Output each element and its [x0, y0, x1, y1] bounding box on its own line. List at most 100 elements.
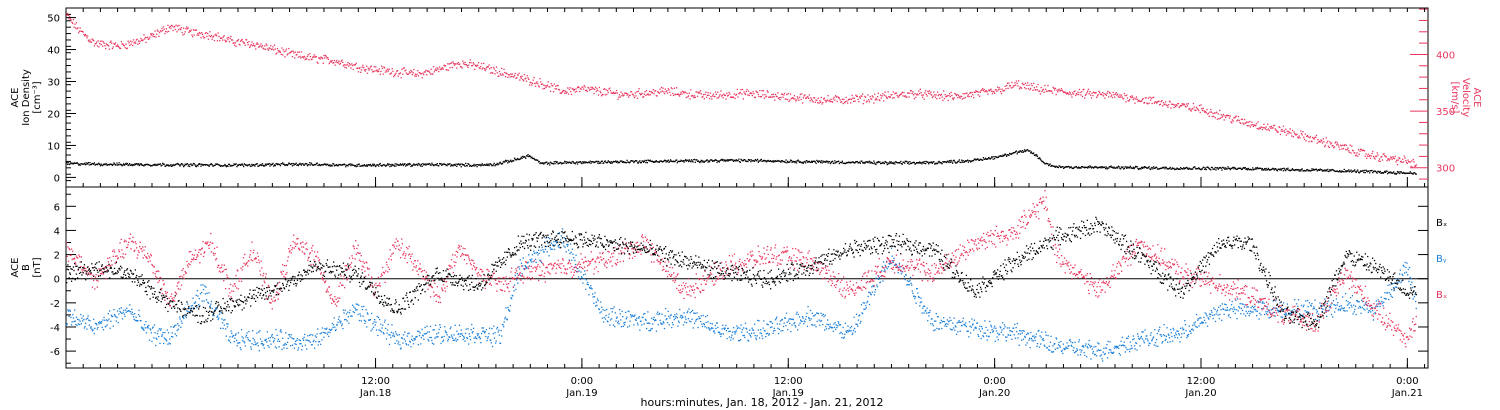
- density-series-point: [962, 160, 964, 162]
- density-series-point: [1221, 169, 1223, 171]
- density-series-point: [1034, 154, 1036, 156]
- velocity-series-point: [1315, 136, 1317, 138]
- velocity-series-point: [662, 87, 664, 89]
- velocity-series-point: [1147, 97, 1150, 99]
- velocity-series-point: [710, 96, 712, 98]
- density-series-point: [1320, 169, 1322, 171]
- by-series-point: [669, 317, 671, 319]
- velocity-series-point: [349, 64, 351, 66]
- by-series-point: [610, 307, 612, 310]
- velocity-series-point: [467, 66, 469, 69]
- density-series-point: [1308, 169, 1310, 171]
- density-series-point: [519, 158, 521, 160]
- by-series-point: [662, 321, 664, 323]
- velocity-series-point: [1003, 90, 1005, 92]
- velocity-series-point: [1039, 93, 1042, 95]
- density-series-point: [943, 161, 945, 163]
- velocity-series-point: [1152, 96, 1154, 99]
- velocity-series-point: [1321, 140, 1323, 142]
- velocity-series-point: [124, 47, 126, 49]
- density-series-point: [460, 166, 462, 168]
- velocity-series-point: [370, 65, 372, 67]
- density-series-point: [735, 160, 737, 162]
- velocity-series-point: [756, 91, 758, 93]
- density-series-point: [715, 159, 717, 161]
- density-series-point: [1384, 171, 1387, 173]
- density-series-point: [604, 160, 606, 162]
- velocity-series-point: [1081, 91, 1083, 93]
- density-series-point: [1028, 150, 1030, 152]
- velocity-series-point: [139, 40, 141, 42]
- velocity-series-point: [884, 91, 886, 93]
- velocity-series-point: [219, 37, 222, 39]
- by-series-point: [116, 310, 119, 312]
- density-series-point: [1135, 165, 1137, 168]
- by-series-point: [535, 261, 537, 263]
- density-series-point: [780, 160, 783, 162]
- velocity-series-point: [556, 84, 558, 87]
- by-series-point: [239, 341, 241, 344]
- velocity-series-point: [907, 92, 909, 94]
- by-series-point: [336, 324, 338, 326]
- density-series-point: [1204, 167, 1207, 169]
- by-series-point: [253, 339, 256, 341]
- velocity-series-point: [900, 93, 902, 95]
- velocity-series-point: [375, 69, 378, 71]
- density-series-point: [264, 163, 267, 165]
- density-series-point: [414, 164, 416, 166]
- velocity-series-point: [887, 91, 889, 93]
- velocity-series-point: [1166, 104, 1168, 107]
- velocity-series-point: [1292, 136, 1294, 138]
- velocity-series-point: [289, 51, 291, 54]
- density-series-point: [1159, 167, 1162, 170]
- velocity-series-point: [429, 71, 431, 73]
- velocity-series-point: [1240, 118, 1243, 121]
- velocity-series-point: [510, 75, 513, 78]
- density-series-point: [195, 165, 198, 168]
- density-series-point: [902, 161, 904, 163]
- density-series-point: [246, 164, 248, 166]
- velocity-series-point: [996, 90, 998, 92]
- density-series-point: [183, 165, 185, 168]
- density-series-point: [291, 163, 293, 165]
- density-series-point: [360, 165, 362, 167]
- velocity-series-point: [171, 25, 174, 27]
- density-series-point: [701, 161, 703, 163]
- velocity-series-point: [1387, 158, 1390, 160]
- density-series-point: [1155, 166, 1157, 168]
- by-series-point: [462, 338, 464, 341]
- by-series-point: [429, 325, 432, 328]
- density-series-point: [696, 159, 698, 161]
- density-series-point: [1327, 170, 1330, 173]
- velocity-series-point: [263, 48, 265, 50]
- by-series-point: [193, 307, 195, 309]
- velocity-series-point: [221, 37, 223, 39]
- density-series-point: [141, 164, 143, 166]
- velocity-series-point: [819, 100, 821, 102]
- velocity-series-point: [1203, 110, 1205, 112]
- by-series-point: [79, 320, 81, 322]
- density-series-point: [580, 162, 582, 164]
- density-series-point: [768, 160, 771, 162]
- density-series-point: [951, 161, 953, 163]
- velocity-series-point: [131, 41, 133, 43]
- by-series-point: [483, 330, 485, 332]
- by-series-point: [180, 320, 183, 322]
- by-series-point: [568, 249, 570, 251]
- density-series-point: [938, 160, 940, 163]
- density-series-point: [924, 160, 926, 163]
- velocity-series-point: [920, 91, 922, 94]
- density-series-point: [627, 161, 629, 163]
- density-series-point: [423, 163, 426, 166]
- density-series-point: [1183, 168, 1186, 170]
- density-series-point: [1052, 165, 1054, 167]
- density-series-point: [748, 159, 750, 161]
- by-series-point: [123, 313, 125, 315]
- density-series-point: [96, 163, 99, 166]
- density-series-point: [1193, 166, 1195, 168]
- velocity-series-point: [579, 88, 582, 90]
- velocity-series-point: [1181, 103, 1183, 105]
- velocity-series-point: [87, 35, 89, 37]
- density-series-point: [860, 160, 862, 162]
- velocity-series-point: [327, 58, 330, 60]
